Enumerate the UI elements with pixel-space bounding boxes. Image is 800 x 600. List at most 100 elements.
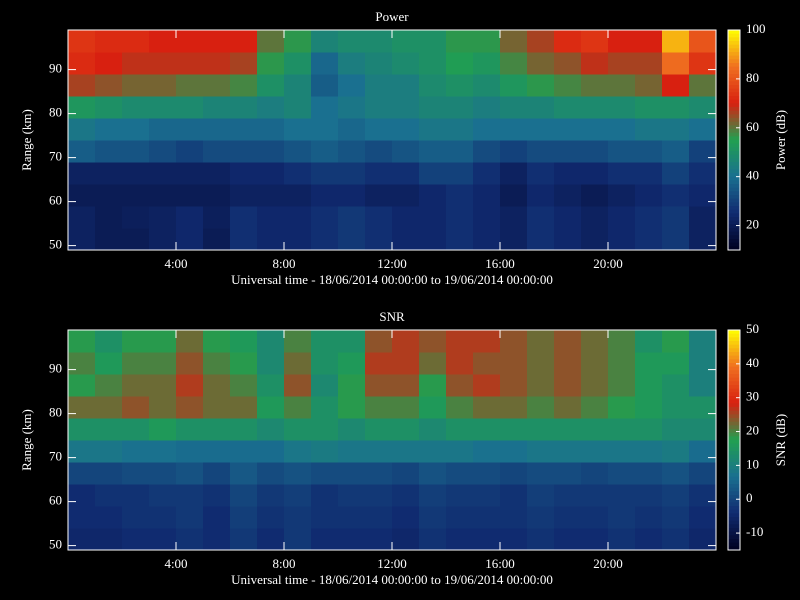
heat-cell [419, 118, 447, 141]
heat-cell [608, 396, 636, 419]
heat-cell [122, 140, 150, 163]
heat-cell [95, 330, 123, 353]
heat-cell [284, 396, 312, 419]
colorbar-segment [728, 184, 740, 189]
heat-cell [581, 506, 609, 529]
heat-cell [635, 206, 663, 229]
colorbar-segment [728, 432, 740, 437]
heat-cell [68, 52, 96, 75]
colorbar-segment [728, 147, 740, 152]
heat-cell [95, 140, 123, 163]
heat-cell [608, 440, 636, 463]
heat-cell [554, 96, 582, 119]
heat-cell [446, 162, 474, 185]
heat-cell [149, 118, 177, 141]
heat-cell [554, 140, 582, 163]
heat-cell [689, 162, 717, 185]
heat-cell [527, 162, 555, 185]
heat-cell [149, 528, 177, 551]
colorbar-segment [728, 370, 740, 375]
colorbar-segment [728, 502, 740, 507]
heat-cell [95, 374, 123, 397]
colorbar-tick-label: 10 [746, 456, 759, 471]
heat-cell [365, 396, 393, 419]
heat-cell [311, 52, 339, 75]
x-axis-label: Universal time - 18/06/2014 00:00:00 to … [231, 572, 553, 587]
heat-cell [662, 484, 690, 507]
colorbar-segment [728, 407, 740, 412]
heat-cell [689, 440, 717, 463]
colorbar-segment [728, 59, 740, 64]
heat-cell [689, 206, 717, 229]
colorbar-segment [728, 176, 740, 181]
heat-cell [554, 118, 582, 141]
heat-cell [419, 162, 447, 185]
colorbar-segment [728, 385, 740, 390]
heat-cell [473, 396, 501, 419]
heat-cell [608, 330, 636, 353]
colorbar-segment [728, 363, 740, 368]
heat-cell [365, 118, 393, 141]
heat-cell [149, 206, 177, 229]
heat-cell [284, 96, 312, 119]
heat-cell [95, 484, 123, 507]
heat-cell [311, 528, 339, 551]
colorbar-segment [728, 96, 740, 101]
colorbar-segment [728, 513, 740, 518]
colorbar-segment [728, 235, 740, 240]
x-tick-label: 8:00 [272, 556, 295, 571]
heat-cell [446, 96, 474, 119]
colorbar-segment [728, 414, 740, 419]
heat-cell [392, 74, 420, 97]
heat-cell [608, 462, 636, 485]
heat-cell [527, 30, 555, 53]
heat-cell [581, 528, 609, 551]
heat-cell [149, 374, 177, 397]
heat-cell [446, 206, 474, 229]
heat-cell [338, 484, 366, 507]
heat-cell [500, 184, 528, 207]
colorbar-segment [728, 154, 740, 159]
heat-cell [527, 118, 555, 141]
colorbar-segment [728, 403, 740, 408]
heat-cell [419, 96, 447, 119]
heat-cell [689, 396, 717, 419]
heat-cell [95, 118, 123, 141]
heat-cell [95, 418, 123, 441]
heat-cell [311, 118, 339, 141]
heat-cell [257, 418, 285, 441]
heat-cell [176, 528, 204, 551]
heat-cell [338, 396, 366, 419]
colorbar-segment [728, 495, 740, 500]
colorbar-segment [728, 425, 740, 430]
heat-cell [311, 74, 339, 97]
heat-cell [608, 374, 636, 397]
heat-cell [446, 396, 474, 419]
heat-cell [122, 118, 150, 141]
heat-cell [392, 506, 420, 529]
heat-cell [527, 528, 555, 551]
heat-cell [68, 352, 96, 375]
heat-cell [311, 96, 339, 119]
heat-cell [527, 418, 555, 441]
heat-cell [608, 118, 636, 141]
heat-cell [338, 228, 366, 251]
heat-cell [338, 440, 366, 463]
heat-cell [95, 206, 123, 229]
heat-cell [230, 228, 258, 251]
heat-cell [176, 352, 204, 375]
colorbar-tick-label: 20 [746, 423, 759, 438]
heat-cell [662, 184, 690, 207]
heat-cell [500, 228, 528, 251]
colorbar-segment [728, 70, 740, 75]
heat-cell [230, 162, 258, 185]
colorbar-segment [728, 377, 740, 382]
heat-cell [149, 352, 177, 375]
heat-cell [176, 396, 204, 419]
heat-cell [311, 418, 339, 441]
heat-cell [419, 206, 447, 229]
heat-cell [338, 184, 366, 207]
heat-cell [311, 184, 339, 207]
colorbar-segment [728, 85, 740, 90]
y-axis-label: Range (km) [19, 409, 34, 471]
